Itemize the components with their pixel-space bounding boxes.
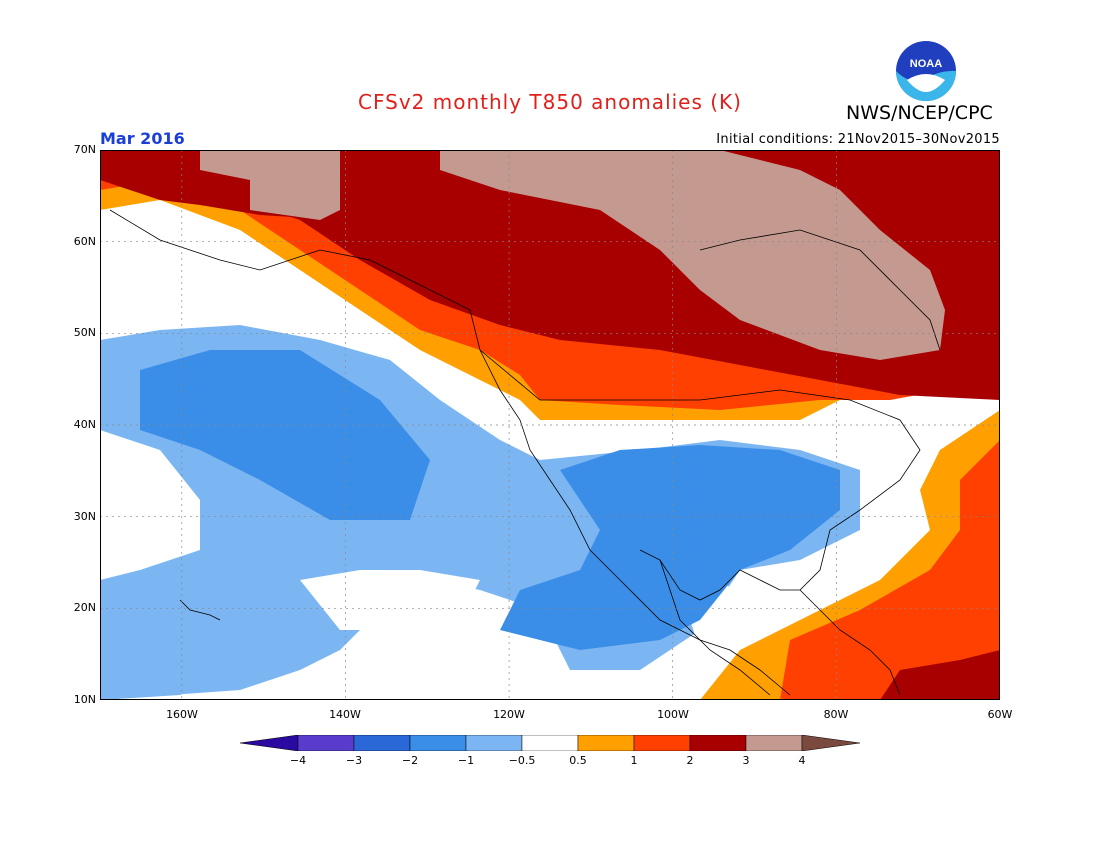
lon-label: 120W (493, 708, 525, 721)
colorbar-tick-label: −1 (457, 754, 475, 767)
colorbar-tick-label: 4 (798, 754, 806, 767)
colorbar-high-cap (801, 735, 860, 751)
lat-label: 60N (73, 235, 96, 248)
agency-label: NWS/NCEP/CPC (846, 102, 993, 124)
lat-label: 30N (73, 510, 96, 523)
lon-label: 160W (166, 708, 198, 721)
lat-label: 70N (73, 143, 96, 156)
noaa-logo: NOAA (896, 41, 956, 101)
lat-label: 10N (73, 693, 96, 706)
map-title: CFSv2 monthly T850 anomalies (K) (358, 90, 742, 114)
colorbar-tick-label: 0.5 (569, 754, 587, 767)
colorbar-tick-label: −4 (289, 754, 307, 767)
colorbar-tick-label: 2 (686, 754, 694, 767)
colorbar (240, 735, 860, 751)
lon-label: 100W (657, 708, 689, 721)
colorbar-tick-label: −2 (401, 754, 419, 767)
colorbar-tick-label: 1 (630, 754, 638, 767)
colorbar-box (633, 735, 691, 751)
colorbar-tick-label: 3 (742, 754, 750, 767)
colorbar-box (465, 735, 523, 751)
initial-conditions: Initial conditions: 21Nov2015–30Nov2015 (716, 132, 1000, 147)
lat-label: 50N (73, 326, 96, 339)
lat-label: 40N (73, 418, 96, 431)
colorbar-box (353, 735, 411, 751)
logo-text: NOAA (910, 58, 942, 70)
valid-month: Mar 2016 (100, 129, 185, 148)
lon-label: 140W (329, 708, 361, 721)
colorbar-low-cap (240, 735, 299, 751)
colorbar-box (745, 735, 803, 751)
lon-label: 80W (823, 708, 849, 721)
colorbar-box (297, 735, 355, 751)
colorbar-box (577, 735, 635, 751)
colorbar-box (689, 735, 747, 751)
colorbar-tick-label: −3 (345, 754, 363, 767)
lat-label: 20N (73, 601, 96, 614)
lon-label: 60W (987, 708, 1013, 721)
colorbar-box (521, 735, 579, 751)
colorbar-box (409, 735, 467, 751)
colorbar-tick-label: −0.5 (508, 754, 536, 767)
anomaly-map (100, 150, 1000, 700)
